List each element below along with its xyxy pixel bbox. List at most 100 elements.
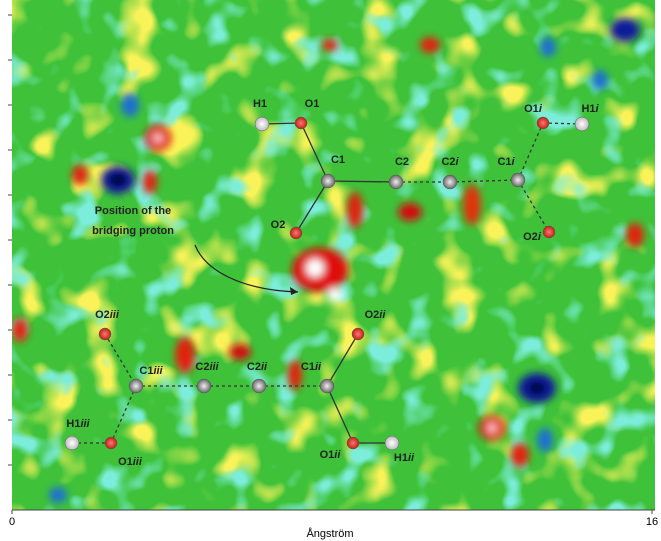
atom-name: H1 [581,103,595,115]
annotation-line: bridging proton [92,225,174,237]
density-blob [592,70,608,90]
atom-symmetry: ii [315,361,322,373]
atom-name: C1 [139,365,153,377]
atom-label: O1 [305,98,320,110]
annotation-line: Position of the [95,205,171,217]
atom-label: C1iii [139,365,163,377]
atom-symmetry: iii [153,365,163,377]
density-blob [420,37,440,53]
atom-name: O2 [271,219,286,231]
density-blob [110,174,126,186]
atom-label: C2ii [247,361,268,373]
atom [389,175,403,189]
atom-symmetry: ii [408,452,415,464]
atom-label: O1ii [320,449,342,461]
atom [105,437,117,449]
density-blob [143,170,157,194]
density-blob [626,223,644,247]
atom-label: O2iii [95,309,120,321]
axis-start: 0 [9,516,15,528]
atom-symmetry: ii [379,309,386,321]
atom-name: C1 [301,361,315,373]
density-blob [487,423,497,433]
atom [511,173,525,187]
atom-label: C1i [497,156,515,168]
atom-name: O1 [118,456,133,468]
atom-label: H1 [253,98,267,110]
atom [321,174,335,188]
density-blob [540,37,556,57]
atom [295,117,307,129]
density-blob [398,203,422,221]
atom-name: O1 [320,449,335,461]
atom-symmetry: iii [110,309,120,321]
axis-label: Ångström [306,527,353,540]
atom [537,117,549,129]
atom-name: H1 [253,98,267,110]
atom-name: O1 [305,98,320,110]
atom-label: H1iii [66,418,90,430]
atom-symmetry: iii [209,361,219,373]
atom [347,437,359,449]
atom-name: O1 [524,103,539,115]
atom [65,436,79,450]
atom-name: C1 [497,156,511,168]
density-blob [12,318,28,342]
atom [352,328,364,340]
atom-name: C2 [195,361,209,373]
atom-name: O2 [95,309,110,321]
atom-label: C2i [441,156,459,168]
atom-label: O2i [523,231,542,243]
atom-label: O2ii [365,309,387,321]
atom-label: O1i [524,103,543,115]
density-blob [463,185,481,225]
atom-label: C1ii [301,361,322,373]
atom-label: C1 [331,154,345,166]
density-blob [529,382,545,394]
atom-name: O2 [365,309,380,321]
density-blob [322,39,338,51]
density-blob [306,259,324,277]
density-blob [153,133,163,143]
density-blob [72,165,88,185]
atom-symmetry: ii [334,449,341,461]
density-blob [610,18,640,42]
atom-symmetry: iii [133,456,143,468]
density-blob [175,337,195,373]
atom-name: C2 [395,156,409,168]
atom-label: O2 [271,219,286,231]
atom [575,117,589,131]
atom-symmetry: iii [80,418,90,430]
density-blob [49,487,67,503]
atom-label: C2 [395,156,409,168]
atom [443,175,457,189]
atom [290,227,302,239]
atom-name: C2 [247,361,261,373]
atom [543,226,555,238]
density-blob [121,93,139,117]
atom [129,379,143,393]
atom-name: H1 [394,452,408,464]
atom-label: H1ii [394,452,415,464]
atom-symmetry: ii [261,361,268,373]
atom-label: O1iii [118,456,143,468]
axis-end: 16 [646,516,658,528]
atom [197,379,211,393]
atom-name: O2 [523,231,538,243]
density-blob [229,344,251,360]
map-figure: Position of the bridging proton 0 16 Ång… [0,0,661,541]
atom [320,379,334,393]
atom-label: H1i [581,103,599,115]
atom-label: C2iii [195,361,219,373]
density-blob [327,288,343,302]
atom [255,117,269,131]
density-map [12,0,655,510]
density-blob [537,428,553,452]
atom-name: H1 [66,418,80,430]
density-blob [511,443,529,467]
atom [385,436,399,450]
atom-name: C1 [331,154,345,166]
page: Position of the bridging proton 0 16 Ång… [0,0,661,541]
atom [252,379,266,393]
density-blob [347,192,363,228]
